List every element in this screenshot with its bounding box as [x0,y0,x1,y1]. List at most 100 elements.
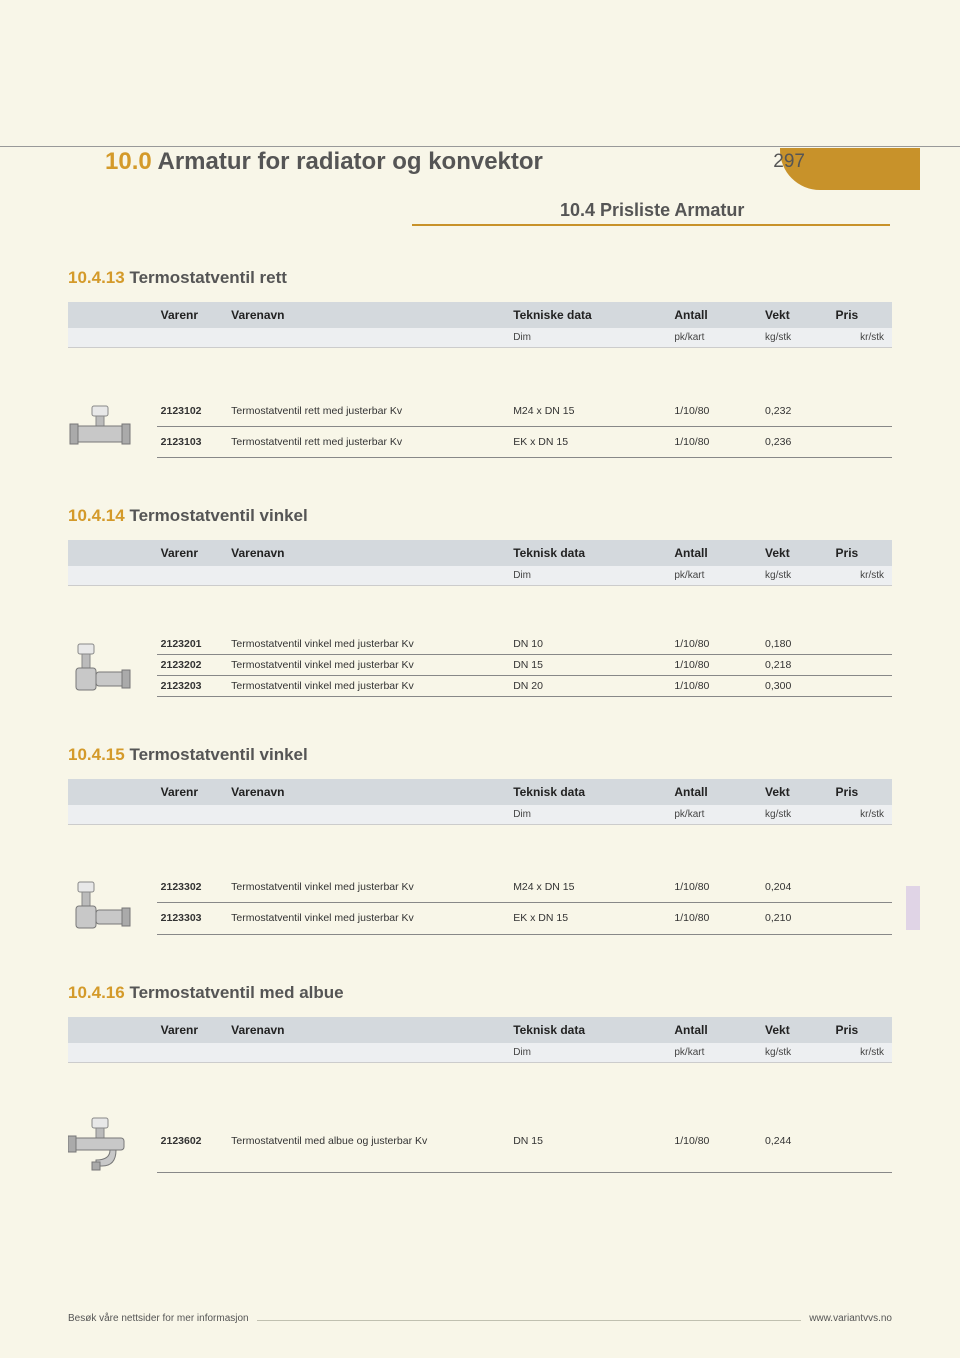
sub-pkkart: pk/kart [670,1043,761,1063]
cell-antall: 1/10/80 [670,872,761,903]
spacer-row [68,824,892,872]
sub-blank [157,566,228,586]
col-blank [68,1017,157,1043]
sub-krstk: kr/stk [832,1043,892,1063]
table-header-row: Varenr Varenavn Tekniske data Antall Vek… [68,302,892,328]
cell-vekt: 0,218 [761,654,832,675]
section-title: 10.4.13 Termostatventil rett [68,268,892,288]
cell-pris [832,903,892,934]
cell-varenr: 2123602 [157,1110,228,1172]
valve-elbow-icon [68,1116,132,1172]
section-name: Termostatventil rett [129,268,286,287]
valve-straight-icon [68,402,132,458]
sub-blank [157,805,228,825]
table-row: 2123202 Termostatventil vinkel med juste… [68,654,892,675]
col-varenavn: Varenavn [227,302,509,328]
cell-varenr: 2123303 [157,903,228,934]
col-teknisk: Teknisk data [509,779,670,805]
cell-pris [832,1110,892,1172]
sub-kgstk: kg/stk [761,805,832,825]
section-name: Termostatventil vinkel [129,745,307,764]
header-rule [0,146,960,147]
cell-varenr: 2123202 [157,654,228,675]
table-row: 2123303 Termostatventil vinkel med juste… [68,903,892,934]
col-varenavn: Varenavn [227,779,509,805]
cell-varenavn: Termostatventil vinkel med justerbar Kv [227,872,509,903]
product-image-cell [68,634,157,697]
col-varenavn: Varenavn [227,1017,509,1043]
cell-varenavn: Termostatventil vinkel med justerbar Kv [227,654,509,675]
section-number: 10.4.16 [68,983,125,1002]
col-varenr: Varenr [157,302,228,328]
table-subheader-row: Dim pk/kart kg/stk kr/stk [68,1043,892,1063]
cell-varenavn: Termostatventil vinkel med justerbar Kv [227,675,509,696]
product-image-cell [68,1110,157,1172]
cell-vekt: 0,210 [761,903,832,934]
sub-blank [227,328,509,348]
product-section: 10.4.15 Termostatventil vinkel Varenr Va… [68,745,892,935]
cell-antall: 1/10/80 [670,654,761,675]
section-title: 10.4.16 Termostatventil med albue [68,983,892,1003]
cell-varenavn: Termostatventil rett med justerbar Kv [227,396,509,427]
product-section: 10.4.13 Termostatventil rett Varenr Vare… [68,268,892,458]
cell-varenr: 2123102 [157,396,228,427]
col-varenr: Varenr [157,779,228,805]
cell-dim: DN 20 [509,675,670,696]
col-pris: Pris [832,540,892,566]
cell-vekt: 0,232 [761,396,832,427]
cell-dim: M24 x DN 15 [509,872,670,903]
page-title: 10.0 Armatur for radiator og konvektor [105,148,543,176]
spacer-row [68,1062,892,1110]
cell-vekt: 0,204 [761,872,832,903]
footer-rule [257,1320,802,1321]
cell-pris [832,872,892,903]
section-number: 10.4.15 [68,745,125,764]
col-blank [68,302,157,328]
table-header-row: Varenr Varenavn Teknisk data Antall Vekt… [68,779,892,805]
cell-dim: DN 10 [509,634,670,655]
cell-antall: 1/10/80 [670,396,761,427]
cell-dim: EK x DN 15 [509,903,670,934]
product-image-cell [68,872,157,934]
col-antall: Antall [670,1017,761,1043]
col-varenr: Varenr [157,1017,228,1043]
product-image-cell [68,396,157,458]
col-vekt: Vekt [761,1017,832,1043]
sub-pkkart: pk/kart [670,328,761,348]
col-varenr: Varenr [157,540,228,566]
sub-kgstk: kg/stk [761,1043,832,1063]
section-name: Termostatventil med albue [129,983,343,1002]
product-table: Varenr Varenavn Teknisk data Antall Vekt… [68,779,892,935]
section-title: 10.4.14 Termostatventil vinkel [68,506,892,526]
col-pris: Pris [832,1017,892,1043]
table-subheader-row: Dim pk/kart kg/stk kr/stk [68,805,892,825]
sub-krstk: kr/stk [832,328,892,348]
cell-antall: 1/10/80 [670,634,761,655]
sub-blank [157,328,228,348]
section-number: 10.4.14 [68,506,125,525]
cell-varenavn: Termostatventil vinkel med justerbar Kv [227,903,509,934]
col-vekt: Vekt [761,302,832,328]
sub-pkkart: pk/kart [670,566,761,586]
product-table: Varenr Varenavn Teknisk data Antall Vekt… [68,540,892,697]
col-blank [68,540,157,566]
col-pris: Pris [832,302,892,328]
cell-varenavn: Termostatventil vinkel med justerbar Kv [227,634,509,655]
col-varenavn: Varenavn [227,540,509,566]
side-tab [906,886,920,930]
sub-pkkart: pk/kart [670,805,761,825]
cell-varenr: 2123302 [157,872,228,903]
cell-varenavn: Termostatventil med albue og justerbar K… [227,1110,509,1172]
cell-pris [832,675,892,696]
table-subheader-row: Dim pk/kart kg/stk kr/stk [68,566,892,586]
cell-antall: 1/10/80 [670,1110,761,1172]
cell-vekt: 0,236 [761,426,832,457]
cell-pris [832,634,892,655]
product-section: 10.4.16 Termostatventil med albue Varenr… [68,983,892,1173]
cell-vekt: 0,244 [761,1110,832,1172]
table-row: 2123203 Termostatventil vinkel med juste… [68,675,892,696]
product-section: 10.4.14 Termostatventil vinkel Varenr Va… [68,506,892,697]
product-table: Varenr Varenavn Teknisk data Antall Vekt… [68,1017,892,1173]
table-subheader-row: Dim pk/kart kg/stk kr/stk [68,328,892,348]
page-subtitle: 10.4 Prisliste Armatur [560,200,744,221]
